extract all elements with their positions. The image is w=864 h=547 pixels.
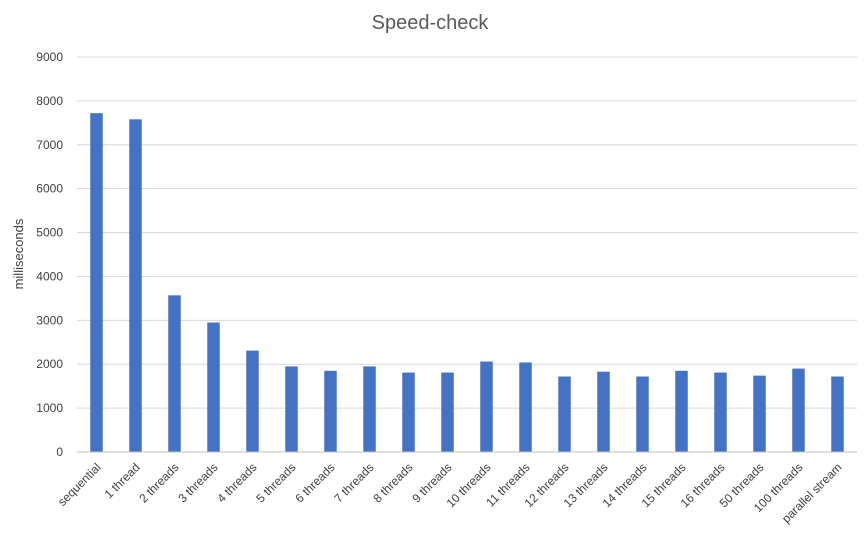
bar-1-thread xyxy=(129,119,142,453)
y-axis-label: milliseconds xyxy=(11,218,26,289)
y-axis-ticks: 0 1000 2000 3000 4000 5000 6000 7000 8000 9000 xyxy=(36,50,63,459)
x-tick-label: 5 threads xyxy=(253,460,298,505)
x-tick-label: 6 threads xyxy=(292,460,337,505)
bar-8-threads xyxy=(402,372,415,452)
y-tick-label: 2000 xyxy=(36,357,63,371)
x-tick-label: sequential xyxy=(55,460,104,509)
x-tick-label: 4 threads xyxy=(214,460,259,505)
y-tick-label: 6000 xyxy=(36,182,63,196)
bar-50-threads xyxy=(753,375,766,452)
bar-10-threads xyxy=(480,361,493,452)
bar-9-threads xyxy=(441,372,454,452)
bar-4-threads xyxy=(246,350,259,452)
bar-16-threads xyxy=(714,372,727,452)
bars xyxy=(90,113,844,453)
bar-12-threads xyxy=(558,376,571,452)
y-tick-label: 7000 xyxy=(36,138,63,152)
y-tick-label: 1000 xyxy=(36,401,63,415)
x-tick-label: 7 threads xyxy=(331,460,376,505)
bar-3-threads xyxy=(207,322,220,452)
y-tick-label: 3000 xyxy=(36,313,63,327)
bar-100-threads xyxy=(792,368,805,452)
x-tick-label: 8 threads xyxy=(370,460,415,505)
chart-title: Speed-check xyxy=(372,12,490,34)
bar-parallel-stream xyxy=(831,376,844,452)
x-tick-label: 2 threads xyxy=(136,460,181,505)
bar-11-threads xyxy=(519,362,532,452)
bar-sequential xyxy=(90,113,103,452)
y-tick-label: 5000 xyxy=(36,226,63,240)
bar-14-threads xyxy=(636,376,649,452)
gridlines xyxy=(77,56,857,409)
bar-2-threads xyxy=(168,295,181,452)
bar-15-threads xyxy=(675,370,688,452)
y-tick-label: 0 xyxy=(56,445,63,459)
bar-5-threads xyxy=(285,366,298,452)
bar-13-threads xyxy=(597,371,610,452)
bar-6-threads xyxy=(324,370,337,452)
y-tick-label: 8000 xyxy=(36,94,63,108)
y-tick-label: 4000 xyxy=(36,269,63,283)
bar-7-threads xyxy=(363,366,376,452)
x-tick-label: 3 threads xyxy=(175,460,220,505)
y-tick-label: 9000 xyxy=(36,50,63,64)
